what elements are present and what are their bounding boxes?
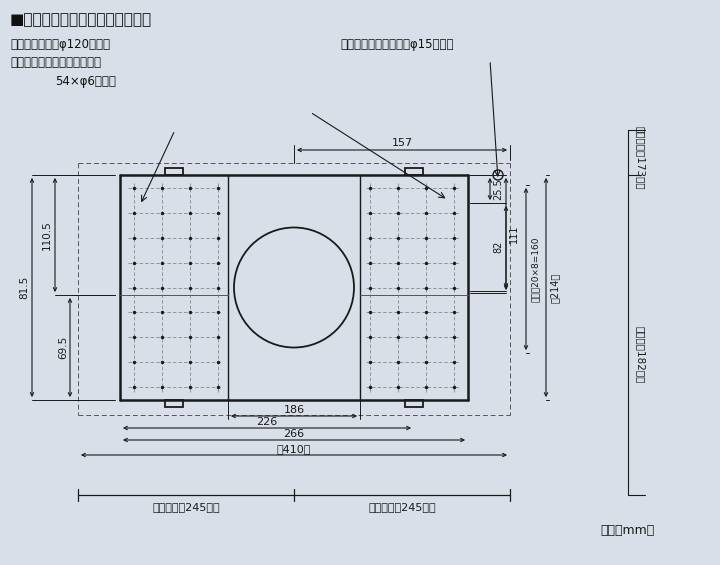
Text: 81.5: 81.5: [19, 276, 29, 299]
Text: 電源コード引出し口（φ15壁穴）: 電源コード引出し口（φ15壁穴）: [340, 38, 454, 51]
Bar: [165, 168, 183, 175]
Text: （214）: （214）: [550, 272, 560, 303]
Text: 266: 266: [284, 429, 305, 439]
Text: （410）: （410）: [276, 444, 311, 454]
Text: 天井面より173以上: 天井面より173以上: [635, 125, 645, 189]
Text: 110.5: 110.5: [42, 220, 52, 250]
Text: 82: 82: [493, 241, 503, 253]
Text: 下側より182以上: 下側より182以上: [635, 327, 645, 384]
Text: 右側壁より245以上: 右側壁より245以上: [368, 502, 436, 512]
Bar: [165, 400, 183, 407]
Text: （単位mm）: （単位mm）: [600, 524, 654, 537]
Text: 186: 186: [284, 405, 305, 415]
Text: 室外給排気口（φ120壁穴）: 室外給排気口（φ120壁穴）: [10, 38, 110, 51]
Bar: [405, 168, 423, 175]
Text: （左：排気口、右：給気口）: （左：排気口、右：給気口）: [10, 56, 101, 69]
Text: 157: 157: [392, 138, 413, 148]
Text: 226: 226: [256, 417, 278, 427]
Bar: [405, 400, 423, 407]
Text: ■取付位置図（室内側より見る）: ■取付位置図（室内側より見る）: [10, 12, 152, 27]
Text: 25.5: 25.5: [493, 178, 503, 200]
Text: 69.5: 69.5: [58, 336, 68, 359]
Text: 左側壁より245以上: 左側壁より245以上: [152, 502, 220, 512]
Text: 111: 111: [509, 225, 519, 243]
Text: ピッチ20×8=160: ピッチ20×8=160: [531, 236, 539, 302]
Text: 54×φ6取付穴: 54×φ6取付穴: [55, 75, 116, 88]
